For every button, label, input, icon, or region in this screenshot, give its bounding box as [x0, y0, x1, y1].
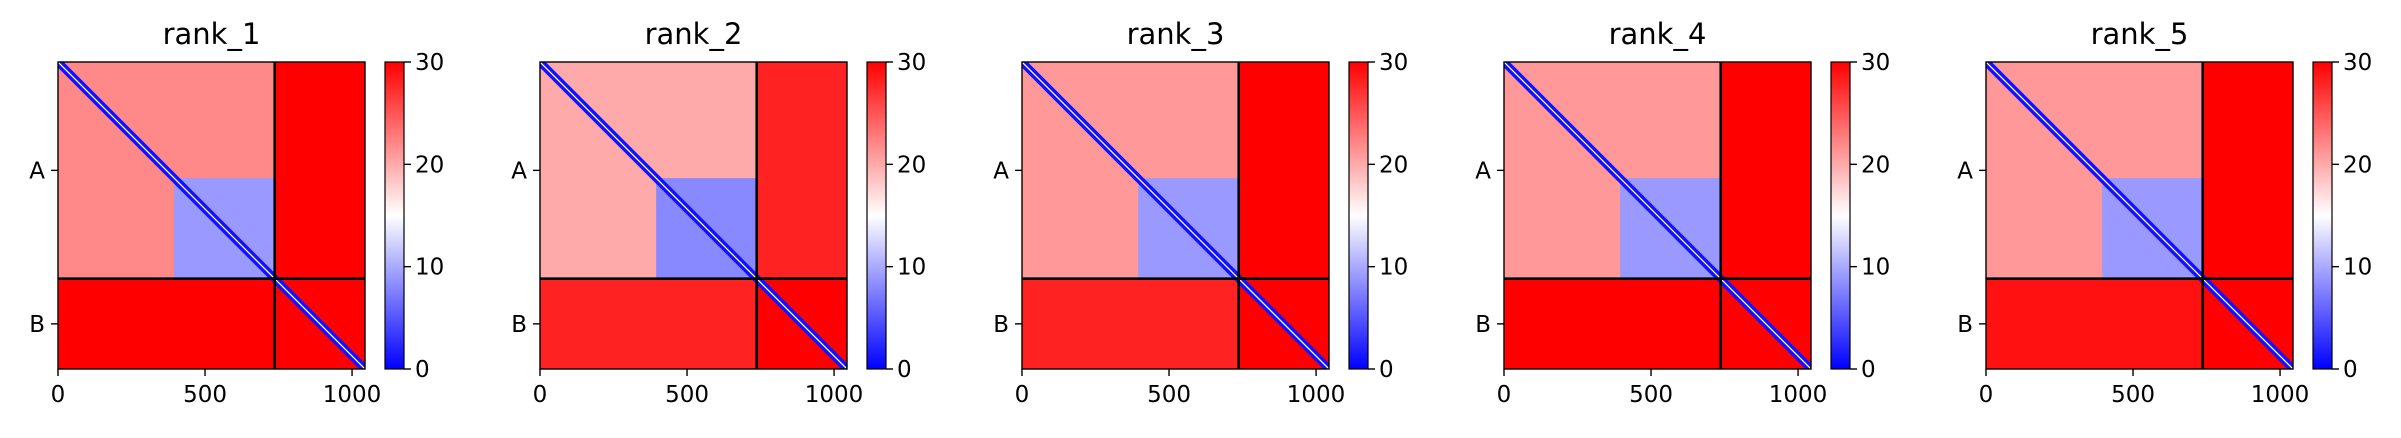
axes-frame — [57, 61, 366, 370]
x-tick-label: 500 — [1147, 382, 1191, 408]
x-tick-label: 0 — [1497, 382, 1512, 408]
heatmap-block — [540, 278, 757, 369]
x-tick-label: 0 — [533, 382, 548, 408]
panel-title: rank_5 — [2091, 17, 2189, 51]
heatmap-block — [1238, 62, 1329, 279]
panel-title: rank_2 — [645, 17, 743, 51]
pae-panel: rank_3 0 500 1000 A B 0 10 20 30 — [993, 17, 1408, 408]
heatmap-block — [1986, 278, 2203, 369]
chain-label: A — [29, 158, 45, 184]
heatmap-block — [58, 278, 275, 369]
colorbar — [1831, 62, 1850, 369]
chain-label: B — [511, 312, 527, 338]
colorbar-tick-label: 10 — [897, 255, 926, 281]
x-tick-label: 1000 — [1287, 382, 1346, 408]
pae-panel: rank_5 0 500 1000 A B 0 10 20 30 — [1957, 17, 2372, 408]
colorbar-tick-label: 10 — [1861, 255, 1890, 281]
axes-frame — [539, 61, 848, 370]
x-tick-label: 1000 — [2251, 382, 2310, 408]
x-tick-label: 1000 — [323, 382, 382, 408]
heatmap-cells — [540, 62, 847, 369]
colorbar-frame — [1348, 61, 1369, 370]
x-tick-label: 1000 — [805, 382, 864, 408]
colorbar — [2313, 62, 2332, 369]
heatmap-diagonal-core — [1504, 62, 1811, 369]
colorbar — [1349, 62, 1368, 369]
chain-label: B — [1475, 312, 1491, 338]
colorbar-tick-label: 0 — [2343, 357, 2358, 383]
x-tick-label: 500 — [1629, 382, 1673, 408]
heatmap-cells — [58, 62, 365, 369]
colorbar-tick-label: 20 — [1379, 152, 1408, 178]
colorbar-frame — [2312, 61, 2333, 370]
colorbar-frame — [866, 61, 887, 370]
chain-label: A — [511, 158, 527, 184]
colorbar-frame — [384, 61, 405, 370]
colorbar-tick-label: 30 — [415, 50, 444, 76]
colorbar-tick-label: 30 — [1861, 50, 1890, 76]
chain-label: B — [993, 312, 1009, 338]
colorbar — [867, 62, 886, 369]
heatmap-diagonal-core — [540, 62, 847, 369]
panel-title: rank_1 — [163, 17, 261, 51]
colorbar-tick-label: 0 — [1861, 357, 1876, 383]
colorbar-tick-label: 30 — [1379, 50, 1408, 76]
colorbar-tick-label: 20 — [2343, 152, 2372, 178]
axes-frame — [1503, 61, 1812, 370]
heatmap-diagonal-core — [1986, 62, 2293, 369]
pae-panel: rank_1 0 500 1000 A B 0 10 20 30 — [29, 17, 444, 408]
heatmap-block — [274, 62, 365, 279]
heatmap-block — [756, 62, 847, 279]
chain-label: A — [993, 158, 1009, 184]
heatmap-block — [2202, 62, 2293, 279]
x-tick-label: 0 — [51, 382, 66, 408]
heatmap-cells — [1986, 62, 2293, 369]
colorbar — [385, 62, 404, 369]
panel-title: rank_3 — [1127, 17, 1225, 51]
chain-label: A — [1957, 158, 1973, 184]
colorbar-tick-label: 30 — [897, 50, 926, 76]
colorbar-tick-label: 20 — [897, 152, 926, 178]
x-tick-label: 500 — [183, 382, 227, 408]
x-tick-label: 0 — [1015, 382, 1030, 408]
colorbar-tick-label: 10 — [1379, 255, 1408, 281]
x-tick-label: 0 — [1979, 382, 1994, 408]
x-tick-label: 1000 — [1769, 382, 1828, 408]
pae-panel: rank_2 0 500 1000 A B 0 10 20 30 — [511, 17, 926, 408]
colorbar-tick-label: 0 — [897, 357, 912, 383]
colorbar-tick-label: 10 — [2343, 255, 2372, 281]
colorbar-tick-label: 30 — [2343, 50, 2372, 76]
colorbar-tick-label: 0 — [1379, 357, 1394, 383]
heatmap-cells — [1504, 62, 1811, 369]
heatmap-block — [1022, 278, 1239, 369]
colorbar-tick-label: 20 — [415, 152, 444, 178]
pae-panel: rank_4 0 500 1000 A B 0 10 20 30 — [1475, 17, 1890, 408]
x-tick-label: 500 — [665, 382, 709, 408]
colorbar-tick-label: 10 — [415, 255, 444, 281]
chain-label: B — [29, 312, 45, 338]
chain-label: A — [1475, 158, 1491, 184]
axes-frame — [1985, 61, 2294, 370]
colorbar-tick-label: 0 — [415, 357, 430, 383]
heatmap-diagonal-core — [1022, 62, 1329, 369]
axes-frame — [1021, 61, 1330, 370]
heatmap-block — [1720, 62, 1811, 279]
heatmap-block — [1504, 278, 1721, 369]
colorbar-tick-label: 20 — [1861, 152, 1890, 178]
chain-label: B — [1957, 312, 1973, 338]
heatmap-cells — [1022, 62, 1329, 369]
heatmap-diagonal-core — [58, 62, 365, 369]
panel-title: rank_4 — [1609, 17, 1707, 51]
x-tick-label: 500 — [2111, 382, 2155, 408]
colorbar-frame — [1830, 61, 1851, 370]
